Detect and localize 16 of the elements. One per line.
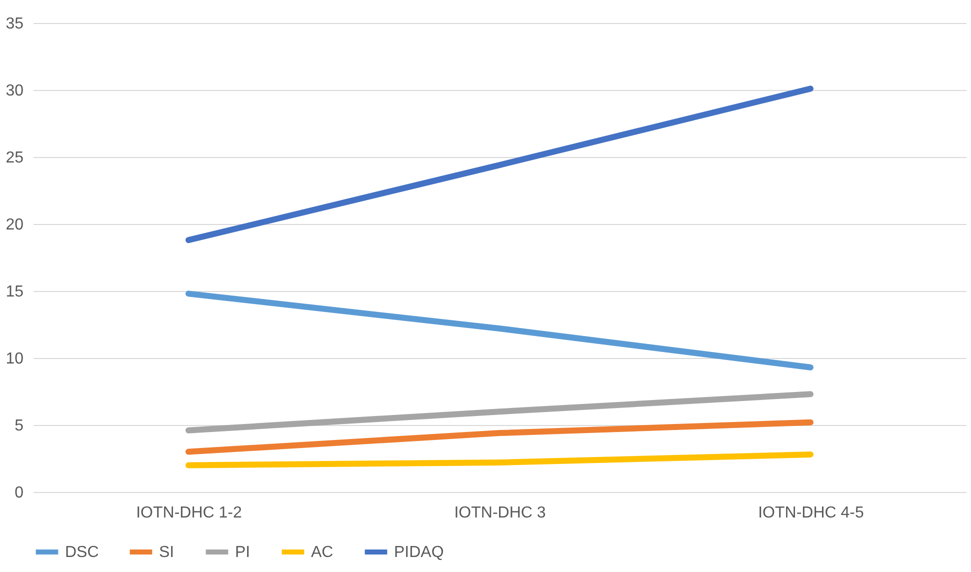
y-tick-label: 10 bbox=[6, 350, 24, 368]
legend-label: SI bbox=[159, 544, 174, 561]
y-tick-label: 25 bbox=[6, 150, 24, 166]
legend-label: AC bbox=[311, 544, 334, 561]
y-tick-label: 35 bbox=[6, 16, 24, 32]
legend-label: DSC bbox=[65, 544, 99, 561]
y-tick-label: 20 bbox=[6, 216, 24, 234]
x-tick-label: IOTN-DHC 1-2 bbox=[136, 504, 242, 522]
legend-label: PIDAQ bbox=[394, 544, 444, 561]
x-tick-label: IOTN-DHC 4-5 bbox=[758, 504, 864, 522]
y-tick-label: 15 bbox=[6, 284, 24, 300]
legend-label: PI bbox=[235, 544, 250, 561]
y-tick-label: 0 bbox=[14, 484, 24, 502]
y-tick-label: 30 bbox=[6, 82, 24, 100]
x-tick-label: IOTN-DHC 3 bbox=[454, 504, 546, 522]
y-tick-label: 5 bbox=[14, 418, 24, 434]
